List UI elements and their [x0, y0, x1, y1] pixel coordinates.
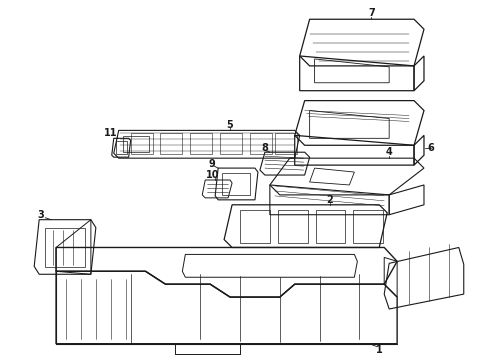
Text: 10: 10 [206, 170, 220, 180]
Text: 8: 8 [262, 143, 269, 153]
Text: 6: 6 [428, 143, 434, 153]
Text: 11: 11 [104, 129, 118, 138]
Text: 2: 2 [326, 195, 333, 205]
Text: 9: 9 [209, 159, 216, 169]
Text: 3: 3 [38, 210, 45, 220]
Text: 4: 4 [386, 147, 392, 157]
Text: 1: 1 [376, 345, 383, 355]
Text: 5: 5 [227, 121, 233, 130]
Text: 7: 7 [368, 8, 375, 18]
